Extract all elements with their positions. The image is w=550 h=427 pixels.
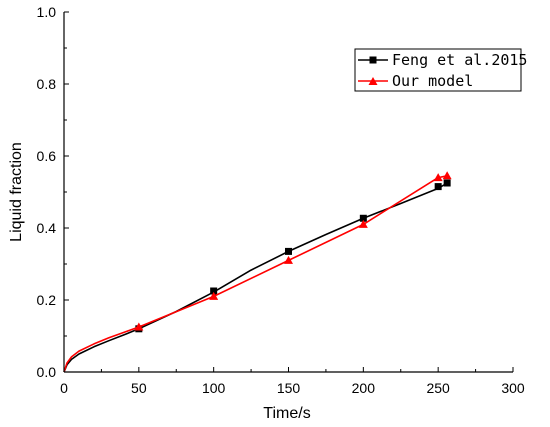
x-tick-label: 250: [426, 380, 450, 396]
x-tick-label: 100: [202, 380, 226, 396]
data-point-feng-et-al-2015: [285, 247, 292, 255]
legend-label-feng: Feng et al.2015: [392, 51, 527, 69]
data-point-feng-et-al-2015: [434, 183, 442, 191]
series-line-feng-et-al-2015: [63, 182, 448, 373]
data-point-our-model: [358, 219, 368, 228]
x-tick-label: 300: [501, 380, 525, 396]
x-tick-label: 0: [60, 380, 68, 396]
data-point-feng-et-al-2015: [443, 179, 451, 187]
x-tick-label: 200: [352, 380, 376, 396]
data-point-our-model: [134, 322, 144, 331]
y-tick-label: 0.8: [37, 76, 57, 92]
y-axis-title: Liquid fraction: [8, 142, 25, 242]
legend: Feng et al.2015 Our model: [354, 48, 527, 92]
data-point-our-model: [284, 255, 293, 264]
y-tick-label: 0.6: [37, 148, 57, 164]
axes-layer: [63, 12, 513, 373]
data-point-feng-et-al-2015: [210, 287, 218, 295]
y-tick-label: 0.0: [37, 364, 57, 380]
legend-marker-feng: [369, 56, 377, 64]
y-tick-label: 0.2: [37, 292, 57, 308]
legend-label-our-model: Our model: [392, 72, 473, 90]
y-tick-label: 1.0: [37, 4, 57, 20]
legend-marker-our-model: [368, 77, 378, 85]
series-line-our-model: [63, 175, 448, 373]
legend-box: [354, 48, 522, 92]
data-point-our-model: [442, 171, 452, 180]
y-tick-label: 0.4: [37, 220, 57, 236]
data-point-feng-et-al-2015: [359, 214, 367, 222]
data-point-our-model: [209, 291, 219, 300]
ticks-layer: 0 50 100 150 200 250 300 0.0 0.2 0.4 0.6 0.8 1.0: [37, 4, 525, 396]
x-tick-label: 150: [277, 380, 301, 396]
x-axis-title: Time/s: [263, 405, 310, 422]
x-tick-label: 50: [131, 380, 147, 396]
data-point-our-model: [433, 173, 443, 182]
series-layer: [63, 171, 452, 373]
